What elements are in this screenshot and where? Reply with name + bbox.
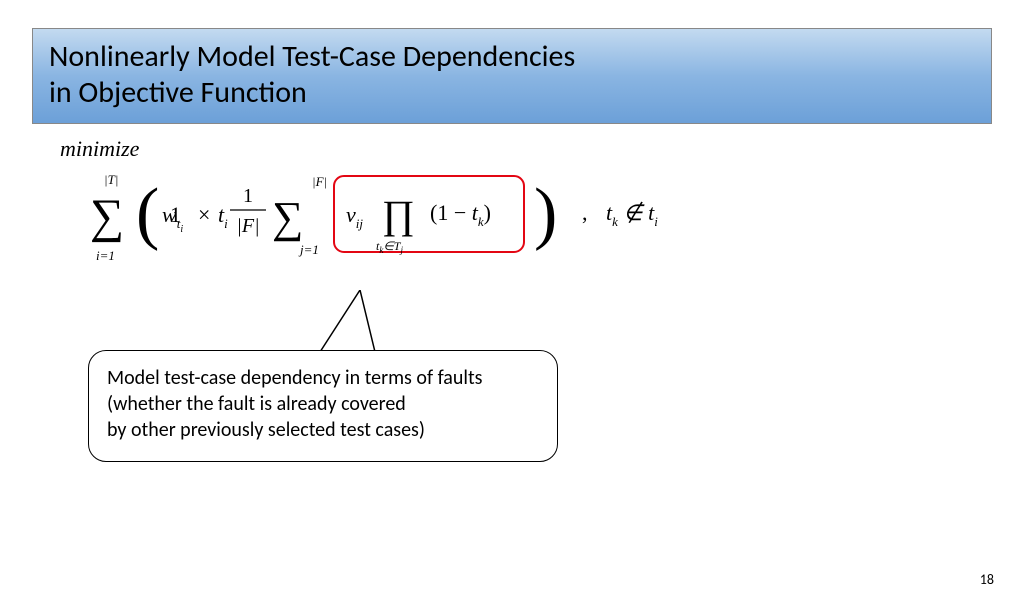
inner-sum-lower: j=1 bbox=[298, 242, 319, 257]
inner-sum-symbol: ∑ bbox=[272, 193, 303, 242]
sum-upper: |T| bbox=[104, 172, 118, 187]
condition-sep: , bbox=[582, 200, 588, 225]
product-symbol: ∏ bbox=[382, 192, 415, 237]
sum-symbol: ∑ bbox=[90, 190, 124, 243]
callout-tail-shape bbox=[320, 290, 375, 352]
callout-line-3: by other previously selected test cases) bbox=[107, 417, 539, 443]
factor: (1 − tk) bbox=[430, 200, 491, 229]
slide-title: Nonlinearly Model Test-Case Dependencies… bbox=[32, 28, 992, 124]
page-number: 18 bbox=[980, 571, 994, 588]
op-times: × bbox=[198, 202, 210, 227]
callout-box: Model test-case dependency in terms of f… bbox=[88, 350, 558, 462]
term-vij: vij bbox=[346, 202, 363, 231]
frac-den: |F| bbox=[236, 215, 259, 237]
title-line-2: in Objective Function bbox=[49, 75, 975, 111]
objective-keyword: minimize bbox=[60, 136, 1024, 162]
callout-line-2: (whether the fault is already covered bbox=[107, 391, 539, 417]
overlay-1a: 1 bbox=[170, 202, 181, 227]
inner-sum-upper: |F| bbox=[312, 174, 327, 189]
highlight-box bbox=[334, 176, 524, 252]
paren-right: ) bbox=[534, 175, 557, 252]
paren-left: ( bbox=[136, 175, 159, 252]
callout-line-1: Model test-case dependency in terms of f… bbox=[107, 365, 539, 391]
title-line-1: Nonlinearly Model Test-Case Dependencies bbox=[49, 39, 975, 75]
condition: tk ∉ ti bbox=[606, 200, 658, 229]
formula: |T| ∑ i=1 ( wti 1 × ti 1 |F| |F| ∑ j=1 v… bbox=[90, 166, 1024, 276]
frac-num: 1 bbox=[243, 185, 253, 207]
product-lower: tk∈Tj bbox=[376, 239, 403, 255]
term-ti: ti bbox=[218, 202, 228, 231]
sum-lower: i=1 bbox=[96, 248, 115, 263]
formula-svg: |T| ∑ i=1 ( wti 1 × ti 1 |F| |F| ∑ j=1 v… bbox=[90, 166, 770, 276]
